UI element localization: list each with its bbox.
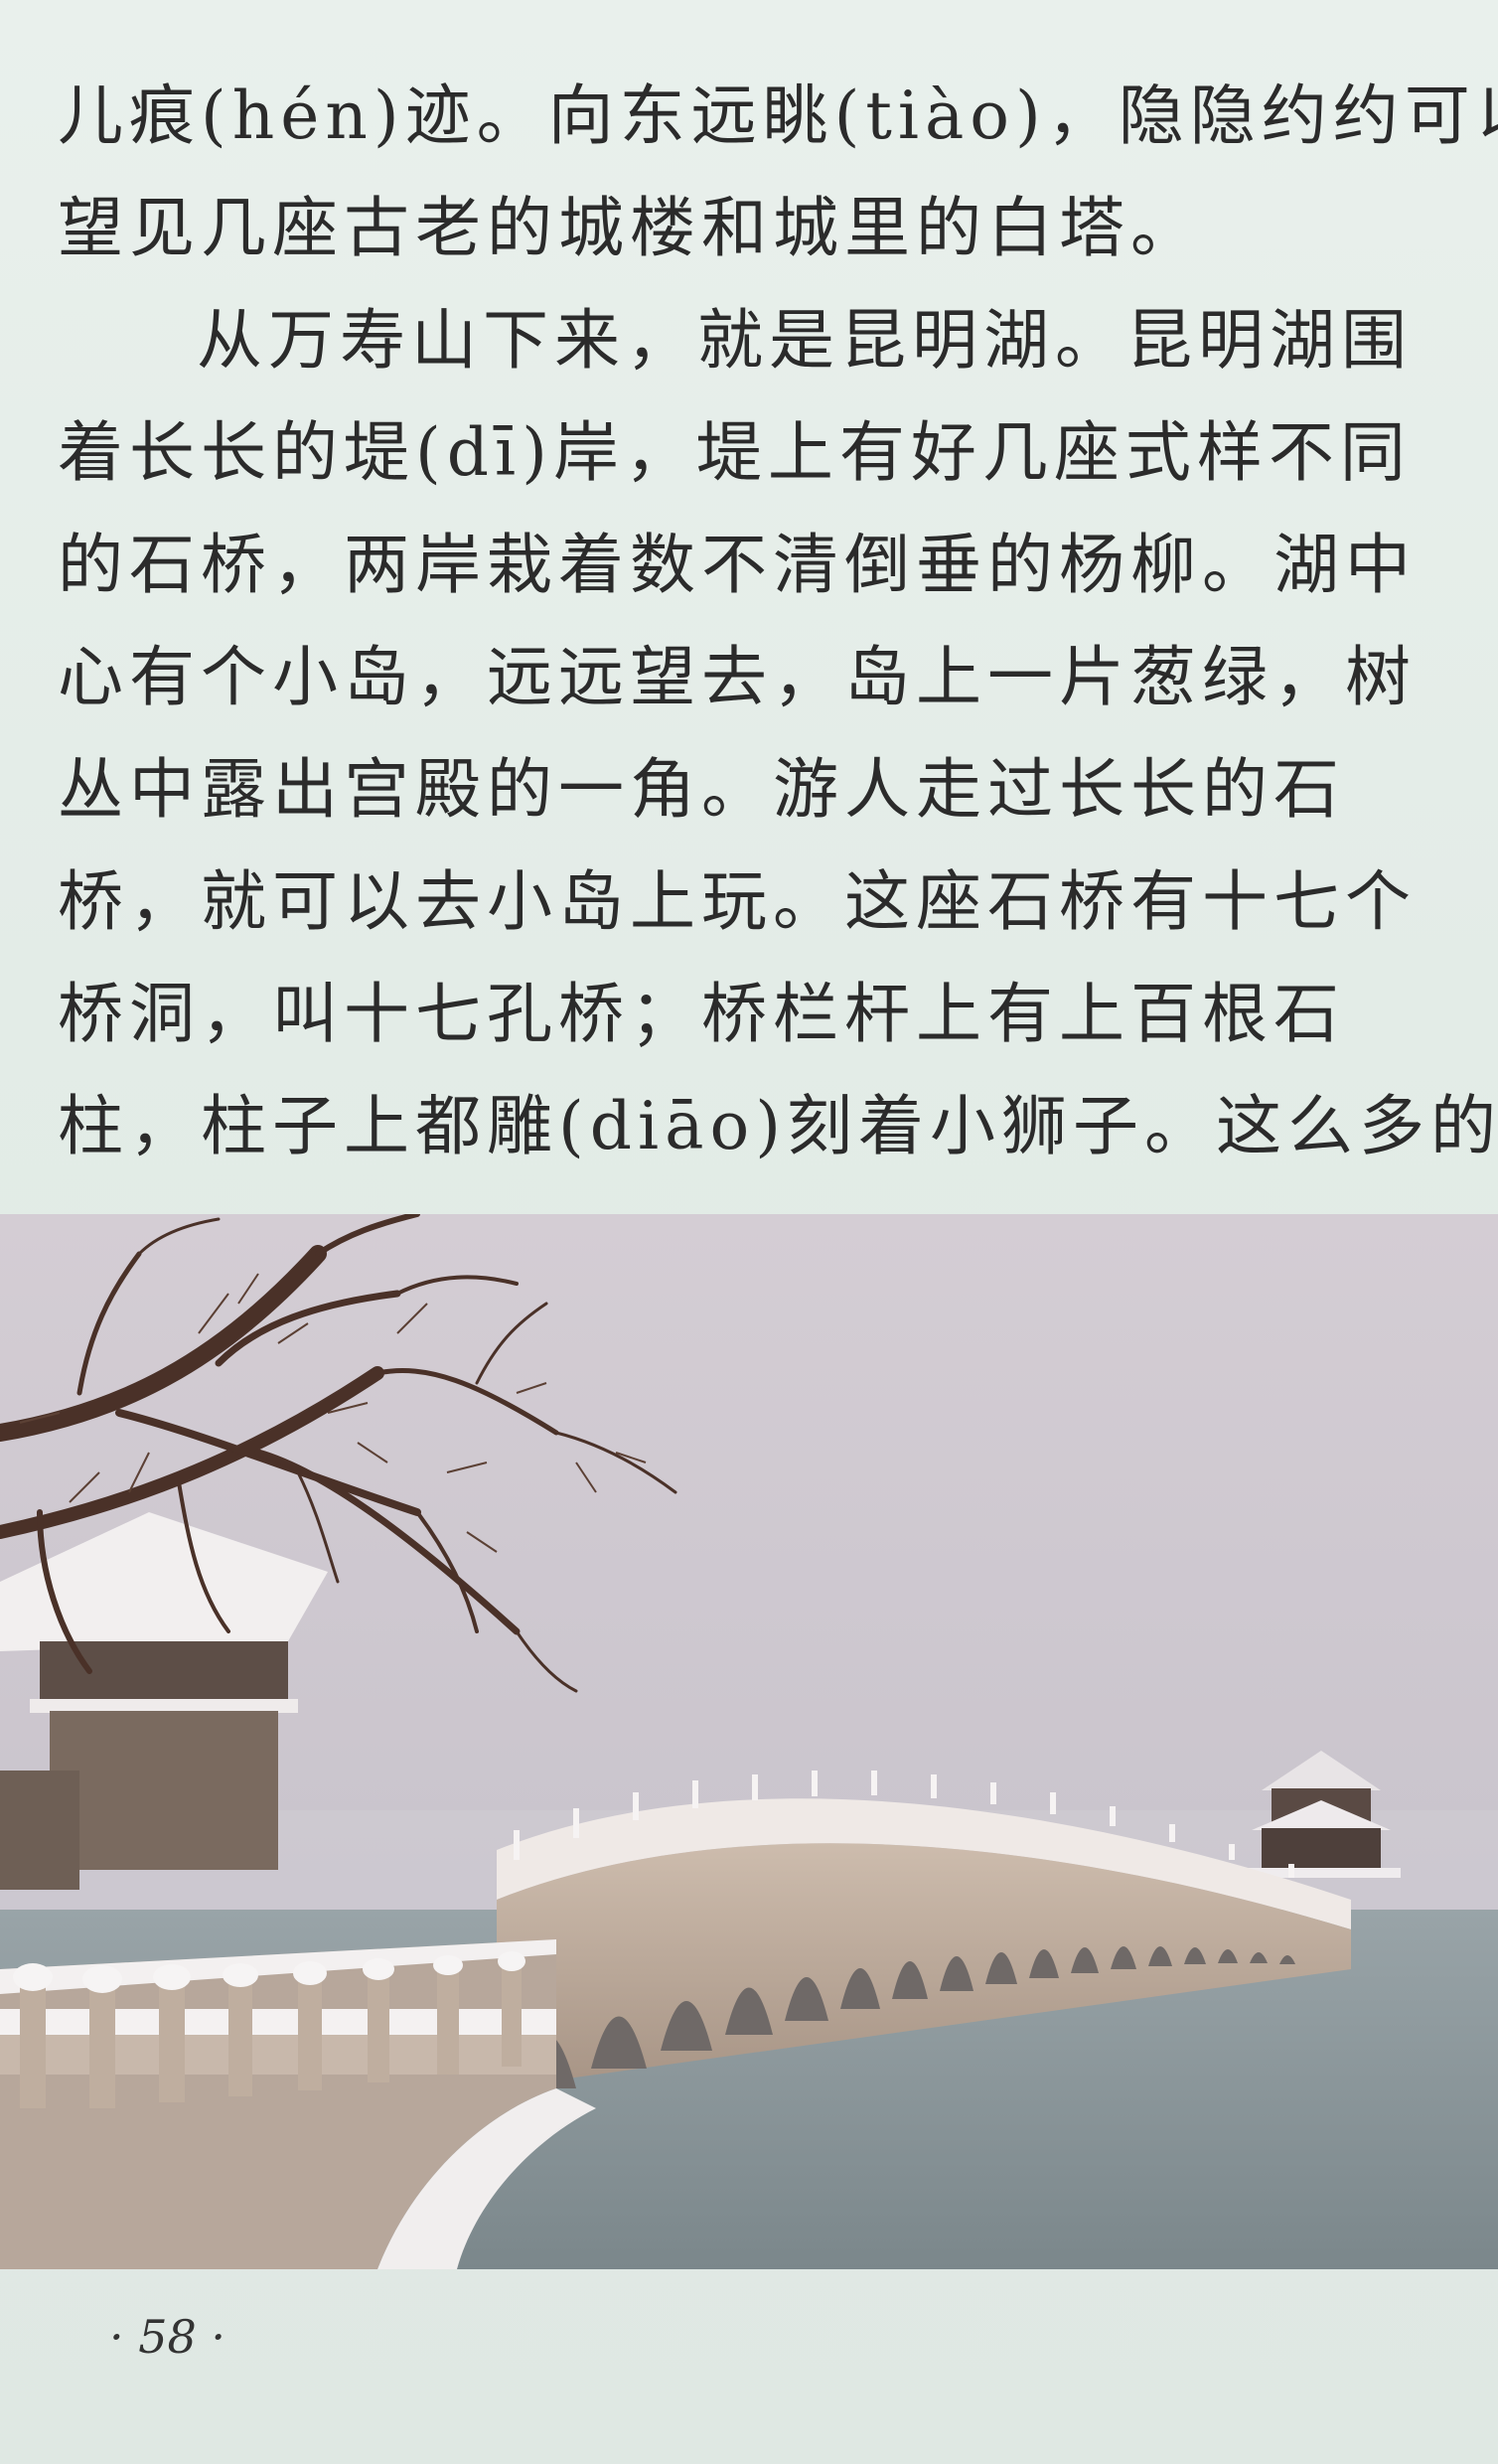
pavilion-roof <box>0 1512 328 1890</box>
text-line: 的石桥，两岸栽着数不清倒垂的杨柳。湖中 <box>58 527 1417 603</box>
text-line: 桥，就可以去小岛上玩。这座石桥有十七个 <box>58 863 1417 940</box>
bridge-body <box>497 1843 1351 2088</box>
text-line: 着长长的堤(dī)岸，堤上有好几座式样不同 <box>58 414 1412 491</box>
text-line: 桥洞，叫十七孔桥；桥栏杆上有上百根石 <box>58 976 1345 1052</box>
text-line: 柱，柱子上都雕(diāo)刻着小狮子。这么多的 <box>58 1088 1498 1164</box>
bridge-deck <box>497 1798 1351 1929</box>
near-balustrade <box>0 1951 556 2108</box>
snow-on-shore <box>0 1939 556 1994</box>
text-line: 心有个小岛，远远望去，岛上一片葱绿，树 <box>58 639 1417 715</box>
snow-bank <box>377 2088 596 2269</box>
page-number: · 58 · <box>109 2310 226 2364</box>
tree-twigs <box>19 1273 647 1553</box>
text-line: 望见几座古老的城楼和城里的白塔。 <box>58 190 1202 266</box>
distant-pavilion <box>1242 1751 1401 1878</box>
paragraph-first-line: 从万寿山下来，就是昆明湖。昆明湖围 <box>197 302 1413 379</box>
tree-branches <box>0 1214 677 1693</box>
bridge-railing <box>514 1771 1294 1878</box>
bridge-illustration <box>0 1214 1498 2269</box>
text-line: 丛中露出宫殿的一角。游人走过长长的石 <box>58 751 1345 828</box>
body-text: 儿痕(hén)迹。向东远眺(tiào)，隐隐约约可以 望见几座古老的城楼和城里的… <box>58 60 1498 1182</box>
bridge-photo <box>0 1214 1498 2269</box>
text-line: 儿痕(hén)迹。向东远眺(tiào)，隐隐约约可以 <box>58 77 1498 154</box>
